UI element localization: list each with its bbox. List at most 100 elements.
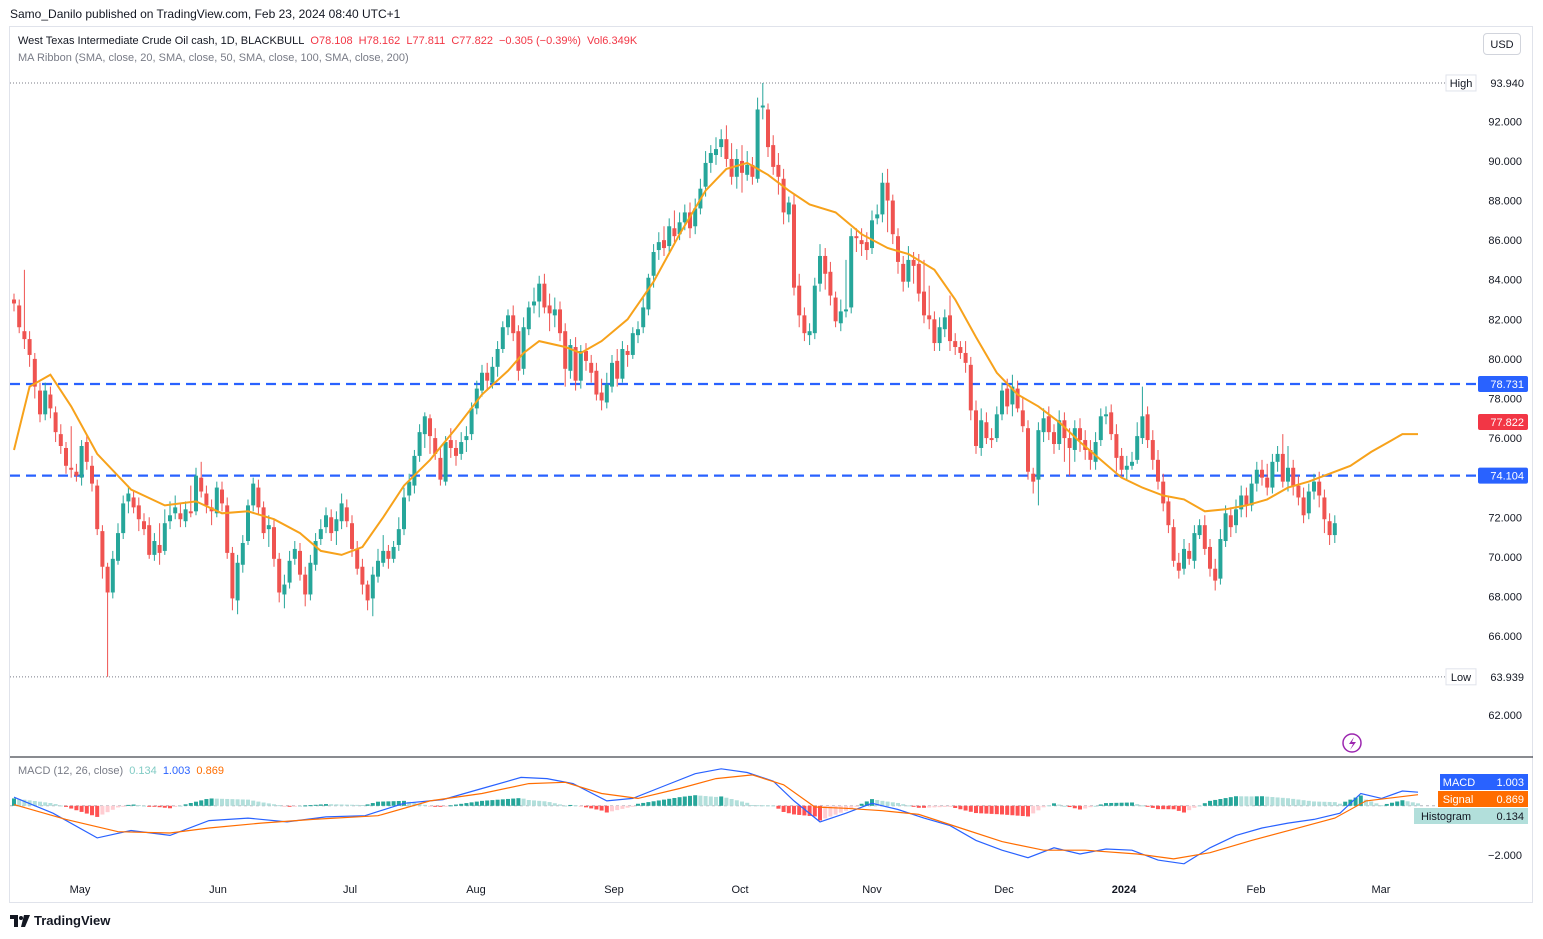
candle-body <box>646 277 651 310</box>
x-axis-label: Mar <box>1372 884 1391 896</box>
candle-body <box>157 544 162 553</box>
histogram-bar <box>1093 805 1098 807</box>
candle-body <box>1286 467 1290 482</box>
histogram-bar <box>464 803 469 806</box>
candle-body <box>708 153 713 163</box>
candle-body <box>818 255 822 284</box>
macd-legend[interactable]: MACD (12, 26, close) 0.134 1.003 0.869 <box>18 765 227 777</box>
histogram-bar <box>95 805 100 817</box>
candle-body <box>194 475 198 512</box>
candle-body <box>116 533 120 561</box>
current-price-tag: 77.822 <box>1478 414 1528 431</box>
histogram-bar <box>116 805 120 808</box>
histogram-bar <box>942 805 947 807</box>
histogram-bar <box>802 805 807 816</box>
histogram-bar <box>1083 805 1088 809</box>
histogram-bar <box>246 799 250 806</box>
candle-body <box>329 517 334 534</box>
histogram-bar <box>1249 796 1254 806</box>
histogram-bar <box>584 805 588 808</box>
histogram-bar <box>516 798 521 806</box>
histogram-bar <box>547 802 552 806</box>
candle-body <box>27 339 32 355</box>
histogram-bar <box>48 803 53 806</box>
candle-body <box>204 493 209 506</box>
candle-body <box>381 550 386 563</box>
candle-body <box>984 422 989 439</box>
candle-body <box>755 109 760 179</box>
histogram-bar <box>1296 799 1301 806</box>
candle-body <box>932 319 937 344</box>
candle-body <box>537 283 542 302</box>
candle-body <box>937 327 942 344</box>
currency-button[interactable]: USD <box>1483 33 1521 55</box>
histogram-bar <box>350 804 354 806</box>
histogram-bar <box>370 803 375 806</box>
histogram-bar <box>870 799 874 806</box>
histogram-bar <box>1046 805 1051 807</box>
histogram-bar <box>448 805 453 807</box>
macd-line <box>13 768 1419 865</box>
histogram-bar <box>1005 805 1010 815</box>
histogram-bar <box>662 799 666 806</box>
candle-body <box>1083 440 1088 450</box>
candle-body <box>147 525 152 555</box>
chart-frame <box>9 26 1533 903</box>
histogram-bar <box>386 801 391 806</box>
tradingview-logo[interactable]: TradingView <box>10 913 110 928</box>
histogram-bar <box>719 796 724 806</box>
candle-body <box>79 445 84 478</box>
candle-body <box>500 327 505 350</box>
candle-body <box>277 558 282 593</box>
histogram-bar <box>1187 805 1192 811</box>
histogram-bar <box>1410 802 1415 806</box>
candle-body <box>266 525 271 530</box>
price-tick-label: 66.000 <box>1488 631 1522 643</box>
candle-body <box>615 360 620 379</box>
histogram-bar <box>1390 802 1394 806</box>
histogram-bar <box>646 802 651 806</box>
histogram-bar <box>287 805 292 807</box>
candle-body <box>807 331 812 336</box>
histogram-bar <box>589 805 594 809</box>
candle-body <box>724 139 729 159</box>
candle-body <box>896 236 900 262</box>
macd-hist-value: 0.134 <box>129 765 157 777</box>
histogram-bar <box>786 805 791 814</box>
histogram-bar <box>209 798 214 806</box>
histogram-bar <box>1280 797 1285 806</box>
price-tick-label: 86.000 <box>1488 235 1522 247</box>
ma-ribbon-legend[interactable]: MA Ribbon (SMA, close, 20, SMA, close, 5… <box>18 52 409 64</box>
high-label-name: High <box>1450 78 1473 90</box>
candle-body <box>313 541 318 565</box>
symbol-title[interactable]: West Texas Intermediate Crude Oil cash, … <box>18 35 305 47</box>
candle-body <box>152 541 157 555</box>
candle-body <box>1332 523 1337 536</box>
histogram-bar <box>667 798 672 806</box>
candle-body <box>469 408 474 435</box>
candle-body <box>750 164 755 177</box>
candle-body <box>682 212 687 223</box>
candle-body <box>251 483 256 506</box>
histogram-bar <box>168 805 172 809</box>
candle-body <box>963 352 968 363</box>
histogram-bar <box>1104 803 1108 806</box>
candle-body <box>246 505 250 542</box>
x-axis-label: Jul <box>343 884 357 896</box>
candle-body <box>1020 410 1025 427</box>
macd-tag-label-bg <box>1440 774 1478 790</box>
current-price-tag-text: 77.822 <box>1490 417 1524 429</box>
candle-body <box>1140 416 1145 439</box>
candle-body <box>1026 428 1030 472</box>
histogram-bar <box>656 800 661 806</box>
histogram-bar <box>511 798 516 806</box>
candle-body <box>662 240 666 249</box>
candle-body <box>126 493 131 502</box>
candle-body <box>1192 533 1197 561</box>
histogram-bar <box>391 801 396 806</box>
histogram-bar <box>833 805 838 815</box>
candle-body <box>1291 467 1296 486</box>
histogram-bar <box>105 805 110 813</box>
candle-body <box>1000 390 1004 415</box>
